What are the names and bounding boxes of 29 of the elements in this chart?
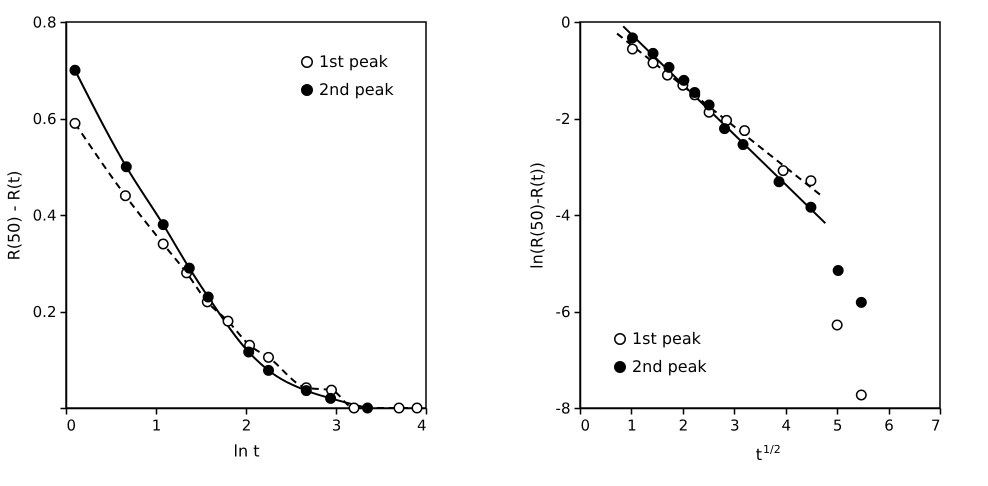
y-tick-label: -8 bbox=[556, 400, 570, 418]
legend-label: 1st peak bbox=[632, 329, 702, 348]
y-tick-label: -6 bbox=[556, 303, 570, 321]
x-tick-label: 4 bbox=[416, 416, 426, 434]
y-tick-label: -4 bbox=[556, 206, 570, 224]
y-tick-label: 0.2 bbox=[32, 303, 56, 321]
y-axis-title: R(50) - R(t) bbox=[4, 170, 24, 260]
y-tick-label: 0.4 bbox=[32, 206, 56, 224]
x-tick-label: 1 bbox=[152, 416, 162, 434]
x-tick-label: 0 bbox=[580, 416, 590, 434]
x-tick-label: 1 bbox=[627, 416, 637, 434]
x-tick-label: 0 bbox=[66, 416, 76, 434]
x-tick-label: 4 bbox=[781, 416, 791, 434]
y-tick-label: 0.8 bbox=[32, 14, 56, 32]
x-tick-label: 3 bbox=[730, 416, 740, 434]
x-tick-label: 3 bbox=[332, 416, 342, 434]
x-tick-label: 2 bbox=[678, 416, 688, 434]
legend-label: 2nd peak bbox=[319, 80, 394, 99]
x-tick-label: 5 bbox=[832, 416, 842, 434]
legend-label: 2nd peak bbox=[632, 357, 708, 376]
x-tick-label: 6 bbox=[884, 416, 894, 434]
y-axis-title: ln(R(50)-R(t)) bbox=[528, 162, 547, 269]
legend-label: 1st peak bbox=[319, 52, 389, 71]
y-tick-label: 0.6 bbox=[32, 110, 56, 128]
x-tick-label: 7 bbox=[930, 416, 940, 434]
y-tick-label: -2 bbox=[556, 110, 570, 128]
x-tick-label: 2 bbox=[242, 416, 252, 434]
x-axis-title: ln t bbox=[234, 442, 260, 460]
y-tick-label: 0 bbox=[560, 14, 570, 32]
